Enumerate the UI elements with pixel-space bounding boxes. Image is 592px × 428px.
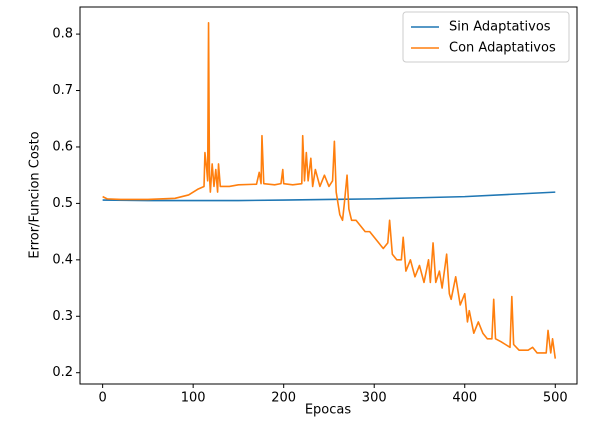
y-axis-label: Error/Funcion Costo: [28, 131, 43, 258]
axes-frame: [79, 6, 578, 385]
legend-label: Sin Adaptativos: [449, 20, 551, 35]
x-tick-label: 500: [543, 391, 568, 406]
legend-box: [402, 11, 570, 63]
y-tick-label: 0.7: [52, 83, 73, 98]
series-line: [102, 191, 556, 202]
y-tick-label: 0.2: [52, 365, 73, 380]
x-tick-label: 0: [98, 391, 106, 406]
legend-label: Con Adaptativos: [449, 41, 556, 56]
x-axis-label: Epocas: [305, 403, 352, 418]
x-tick-label: 200: [271, 391, 296, 406]
y-tick-label: 0.6: [52, 139, 73, 154]
series-line: [102, 22, 557, 359]
y-tick-label: 0.4: [52, 252, 73, 267]
x-tick-label: 400: [452, 391, 477, 406]
y-tick-label: 0.5: [52, 196, 73, 211]
x-tick-label: 100: [181, 391, 206, 406]
y-tick-label: 0.8: [52, 27, 73, 42]
y-tick-label: 0.3: [52, 309, 73, 324]
x-tick-label: 300: [362, 391, 387, 406]
